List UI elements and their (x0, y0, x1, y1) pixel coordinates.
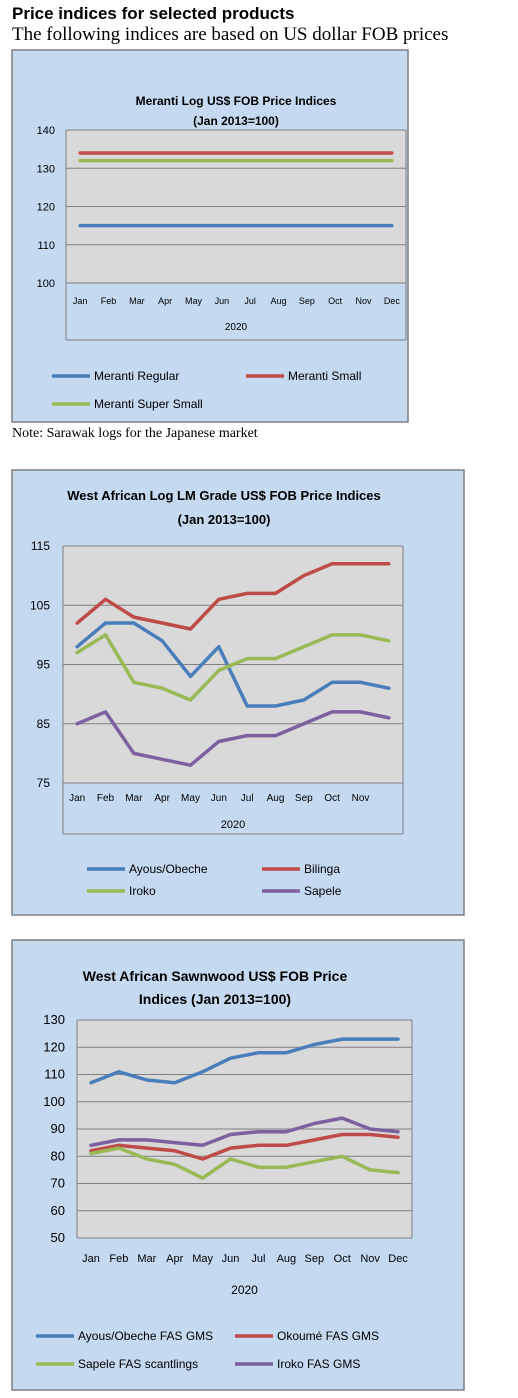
series-line (89, 1037, 400, 1085)
y-tick-label: 130 (37, 163, 55, 175)
x-tick-label: Nov (352, 793, 370, 804)
x-tick-label: May (185, 296, 203, 306)
x-tick-label: Aug (267, 793, 285, 804)
y-tick-label: 100 (43, 1094, 65, 1109)
x-tick-label: Sep (299, 296, 315, 306)
x-tick-label: Feb (109, 1253, 128, 1265)
legend-label: Okoumé FAS GMS (277, 1329, 379, 1343)
series-line (75, 710, 391, 767)
x-tick-label: Apr (166, 1253, 183, 1265)
x-tick-label: Apr (158, 296, 172, 306)
y-tick-label: 85 (37, 717, 51, 731)
y-tick-label: 140 (37, 125, 55, 137)
legend-label: Ayous/Obeche FAS GMS (78, 1329, 213, 1343)
legend-label: Meranti Regular (94, 369, 179, 383)
x-tick-label: May (192, 1253, 213, 1265)
legend-label: Meranti Small (288, 369, 361, 383)
series-line (75, 621, 391, 708)
y-tick-label: 90 (51, 1121, 65, 1136)
x-tick-label: Oct (324, 793, 340, 804)
chart-subtitle: (Jan 2013=100) (193, 114, 279, 128)
series-line (75, 562, 391, 631)
x-tick-label: Oct (328, 296, 343, 306)
y-tick-label: 70 (51, 1176, 65, 1191)
y-tick-label: 95 (37, 658, 51, 672)
chart-note: Note: Sarawak logs for the Japanese mark… (12, 426, 258, 441)
chart-title: West African Log LM Grade US$ FOB Price … (67, 488, 381, 503)
x-tick-label: Oct (334, 1253, 351, 1265)
chart-subtitle: (Jan 2013=100) (178, 512, 271, 527)
x-tick-label: Sep (305, 1253, 325, 1265)
x-tick-label: Feb (97, 793, 115, 804)
x-tick-label: Feb (101, 296, 117, 306)
y-tick-label: 130 (43, 1012, 65, 1027)
series-line (89, 1116, 400, 1148)
y-tick-label: 75 (37, 776, 51, 790)
x-tick-label: Jun (211, 793, 227, 804)
page-heading: Price indices for selected products (12, 4, 295, 23)
legend-label: Sapele (304, 884, 342, 898)
x-tick-label: Jul (251, 1253, 265, 1265)
y-tick-label: 110 (44, 1067, 65, 1082)
x-tick-label: Jun (215, 296, 230, 306)
x-tick-label: Jul (241, 793, 254, 804)
x-tick-label: Dec (384, 296, 401, 306)
x-tick-label: Jul (244, 296, 256, 306)
x-tick-label: Sep (295, 793, 313, 804)
x-tick-label: Jan (82, 1253, 100, 1265)
chart-title: Meranti Log US$ FOB Price Indices (136, 94, 337, 108)
y-tick-label: 105 (30, 598, 50, 612)
x-tick-label: Jun (222, 1253, 240, 1265)
x-tick-label: Aug (277, 1253, 297, 1265)
x-axis-label: 2020 (225, 322, 248, 333)
x-axis-label: 2020 (231, 1283, 258, 1297)
x-tick-label: Mar (137, 1253, 156, 1265)
y-tick-label: 50 (51, 1230, 65, 1245)
y-tick-label: 60 (51, 1203, 65, 1218)
chart-subtitle: Indices (Jan 2013=100) (139, 991, 291, 1007)
y-tick-label: 120 (37, 202, 55, 214)
legend-label: Bilinga (304, 862, 340, 876)
legend-label: Iroko FAS GMS (277, 1357, 360, 1371)
x-tick-label: Jan (69, 793, 85, 804)
chart-title: West African Sawnwood US$ FOB Price (83, 968, 348, 984)
y-tick-label: 120 (43, 1039, 65, 1054)
legend-label: Sapele FAS scantlings (78, 1357, 198, 1371)
x-tick-label: Dec (388, 1253, 408, 1265)
y-tick-label: 80 (51, 1148, 65, 1163)
y-tick-label: 115 (31, 539, 50, 553)
series-line (89, 1132, 400, 1161)
legend-label: Iroko (129, 884, 156, 898)
series-line (89, 1146, 400, 1180)
x-axis-label: 2020 (221, 819, 245, 831)
series-line (75, 633, 391, 702)
x-tick-label: Nov (355, 296, 372, 306)
x-tick-label: Mar (125, 793, 143, 804)
x-tick-label: Jan (73, 296, 88, 306)
x-tick-label: Nov (360, 1253, 380, 1265)
x-tick-label: May (181, 793, 200, 804)
page-subheading: The following indices are based on US do… (12, 24, 449, 45)
legend-label: Meranti Super Small (94, 397, 203, 411)
y-tick-label: 100 (37, 278, 55, 290)
x-tick-label: Aug (270, 296, 286, 306)
x-tick-label: Mar (129, 296, 145, 306)
y-tick-label: 110 (37, 240, 55, 252)
x-tick-label: Apr (154, 793, 170, 804)
legend-label: Ayous/Obeche (129, 862, 208, 876)
